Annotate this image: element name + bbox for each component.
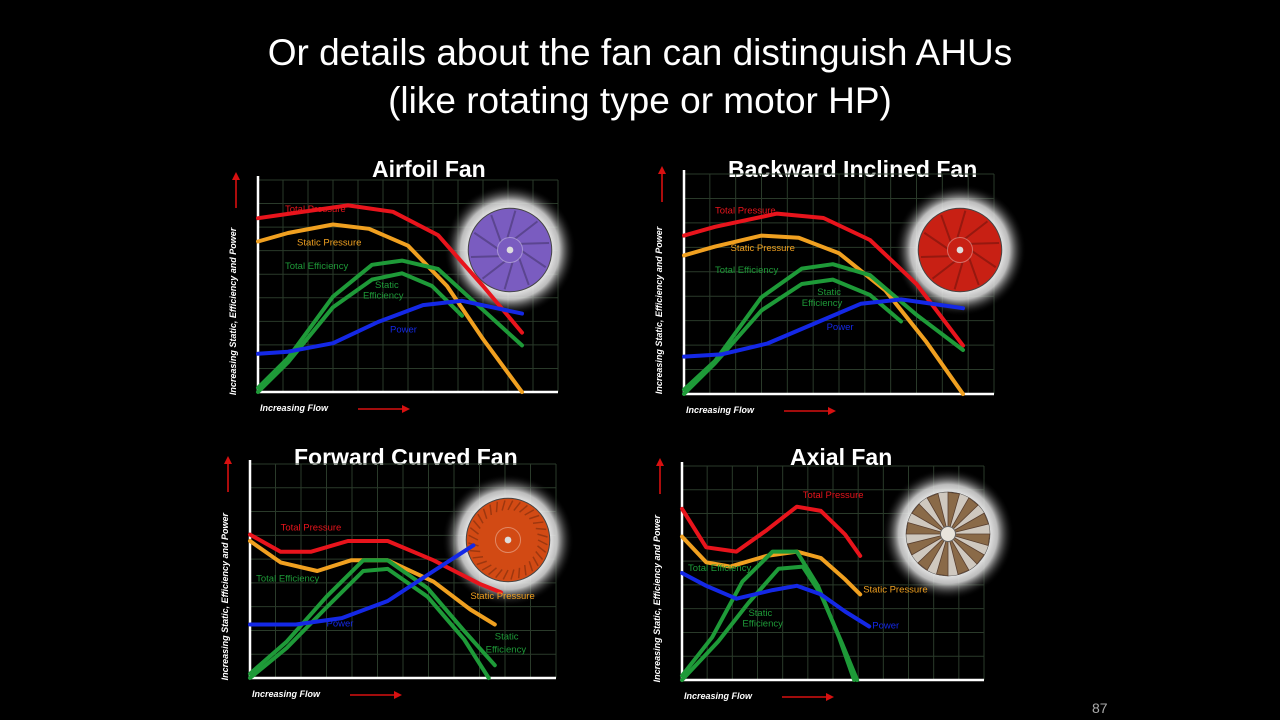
series-static-pressure xyxy=(680,534,863,597)
y-axis-label: Increasing Static, Efficiency and Power xyxy=(220,512,230,680)
series-label: Efficiency xyxy=(742,619,783,630)
series-label: Static Pressure xyxy=(863,584,927,595)
series-label: Static xyxy=(817,287,841,298)
series-label: Total Efficiency xyxy=(715,265,778,276)
series-total-pressure xyxy=(248,532,503,595)
airfoil-fan-chart: Airfoil Fan Total Pressure Static Pressur… xyxy=(222,150,576,413)
series-static-efficiency xyxy=(680,564,860,682)
series-power xyxy=(680,571,872,629)
axial-fan-chart: Axial Fan Total Pressure Total Efficiency… xyxy=(644,440,1014,701)
series-static-efficiency xyxy=(256,271,464,394)
series-label: Static Pressure xyxy=(297,238,361,249)
x-axis-label: Increasing Flow xyxy=(684,691,753,701)
x-axis-arrow xyxy=(358,405,410,413)
y-axis-arrow xyxy=(656,458,664,494)
chart-title: Backward Inclined Fan xyxy=(728,156,978,182)
series-power xyxy=(256,298,524,356)
series-label: Static Pressure xyxy=(470,591,534,602)
series-total-pressure xyxy=(256,203,524,335)
y-axis-label: Increasing Static, Efficiency and Power xyxy=(654,226,664,394)
axial-fan-blades-icon xyxy=(882,468,1014,600)
page-number: 87 xyxy=(1092,700,1108,716)
y-axis-label: Increasing Static, Efficiency and Power xyxy=(652,514,662,682)
series-label: Efficiency xyxy=(363,291,404,302)
x-axis-label: Increasing Flow xyxy=(686,405,755,415)
series-label: Static xyxy=(495,631,519,642)
series-label: Total Pressure xyxy=(803,490,864,501)
series-label: Total Efficiency xyxy=(256,574,319,585)
x-axis-arrow xyxy=(784,407,836,415)
series-label: Power xyxy=(827,322,854,333)
series-power xyxy=(682,297,965,359)
y-axis-arrow xyxy=(224,456,232,492)
axial-fan-plot: Total Pressure Total Efficiency Static Pre… xyxy=(652,458,1014,701)
series-label: Efficiency xyxy=(802,298,843,309)
backward-inclined-fan-chart: Backward Inclined Fan Total Pressure Stat… xyxy=(648,150,1026,415)
series-label: Efficiency xyxy=(486,644,527,655)
series-label: Total Pressure xyxy=(285,204,346,215)
slide-title-line2: (like rotating type or motor HP) xyxy=(388,80,892,121)
y-axis-arrow xyxy=(232,172,240,208)
series-total-efficiency xyxy=(682,262,965,392)
series-label: Power xyxy=(327,619,354,630)
series-total-efficiency xyxy=(256,258,524,390)
y-axis-label: Increasing Static, Efficiency and Power xyxy=(228,227,238,395)
series-static-pressure xyxy=(682,233,965,396)
series-label: Static xyxy=(748,608,772,619)
slide-title-line1: Or details about the fan can distinguish… xyxy=(267,32,1013,73)
series-static-efficiency xyxy=(682,277,903,396)
series-static-efficiency xyxy=(248,566,491,680)
series-total-pressure xyxy=(680,504,863,558)
x-axis-label: Increasing Flow xyxy=(252,689,321,699)
purple-airfoil-impeller-icon xyxy=(444,184,576,316)
series-total-efficiency xyxy=(248,558,497,676)
chart-title: Forward Curved Fan xyxy=(294,444,518,470)
series-total-pressure xyxy=(682,211,965,348)
airfoil-fan-plot: Total Pressure Static Pressure Total Effic… xyxy=(228,172,576,413)
chart-title: Airfoil Fan xyxy=(372,156,486,182)
x-axis-arrow xyxy=(350,691,402,699)
series-label: Total Pressure xyxy=(281,522,342,533)
series-label: Total Efficiency xyxy=(688,563,751,574)
series-label: Total Efficiency xyxy=(285,261,348,272)
backward-inclined-fan-plot: Total Pressure Static Pressure Total Effic… xyxy=(654,166,1026,415)
series-label: Static Pressure xyxy=(731,243,795,254)
series-label: Power xyxy=(390,325,417,336)
series-power xyxy=(248,543,476,627)
series-static-pressure xyxy=(256,222,524,394)
y-axis-arrow xyxy=(658,166,666,202)
series-label: Static xyxy=(375,280,399,291)
series-label: Power xyxy=(872,621,899,632)
orange-forward-curved-impeller-icon xyxy=(442,474,574,606)
x-axis-arrow xyxy=(782,693,834,701)
forward-curved-fan-plot: Total Pressure Total Efficiency Static Pre… xyxy=(220,456,574,699)
x-axis-label: Increasing Flow xyxy=(260,403,329,413)
series-label: Total Pressure xyxy=(715,206,776,217)
forward-curved-fan-chart: Forward Curved Fan Total Pressure Total E… xyxy=(216,440,574,699)
red-backward-inclined-impeller-icon xyxy=(894,184,1026,316)
